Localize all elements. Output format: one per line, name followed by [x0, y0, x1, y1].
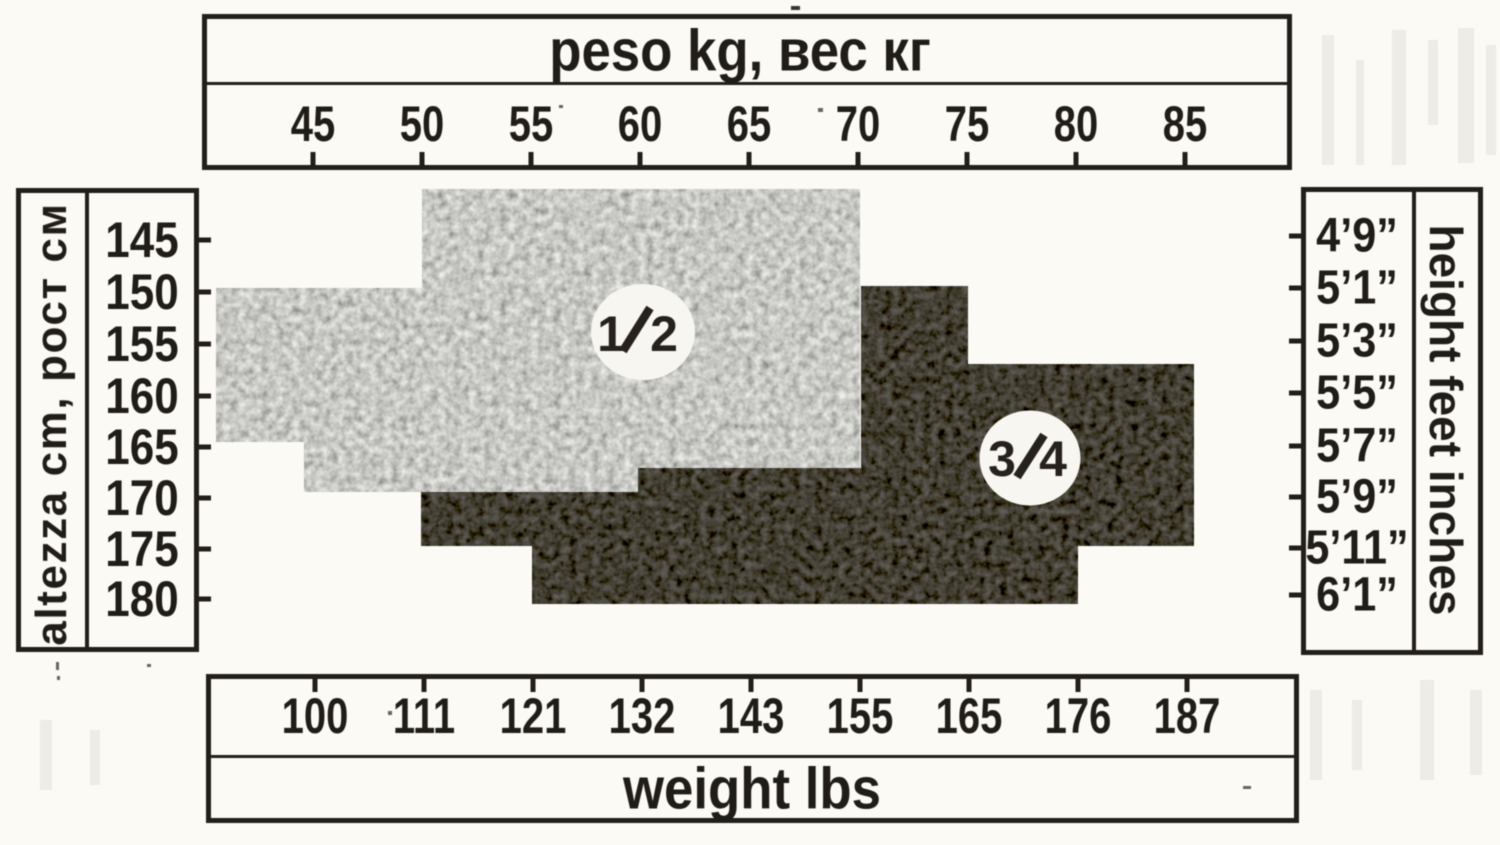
svg-text:2: 2 [650, 306, 678, 362]
svg-text:3: 3 [988, 431, 1016, 487]
svg-text:1: 1 [597, 306, 625, 362]
